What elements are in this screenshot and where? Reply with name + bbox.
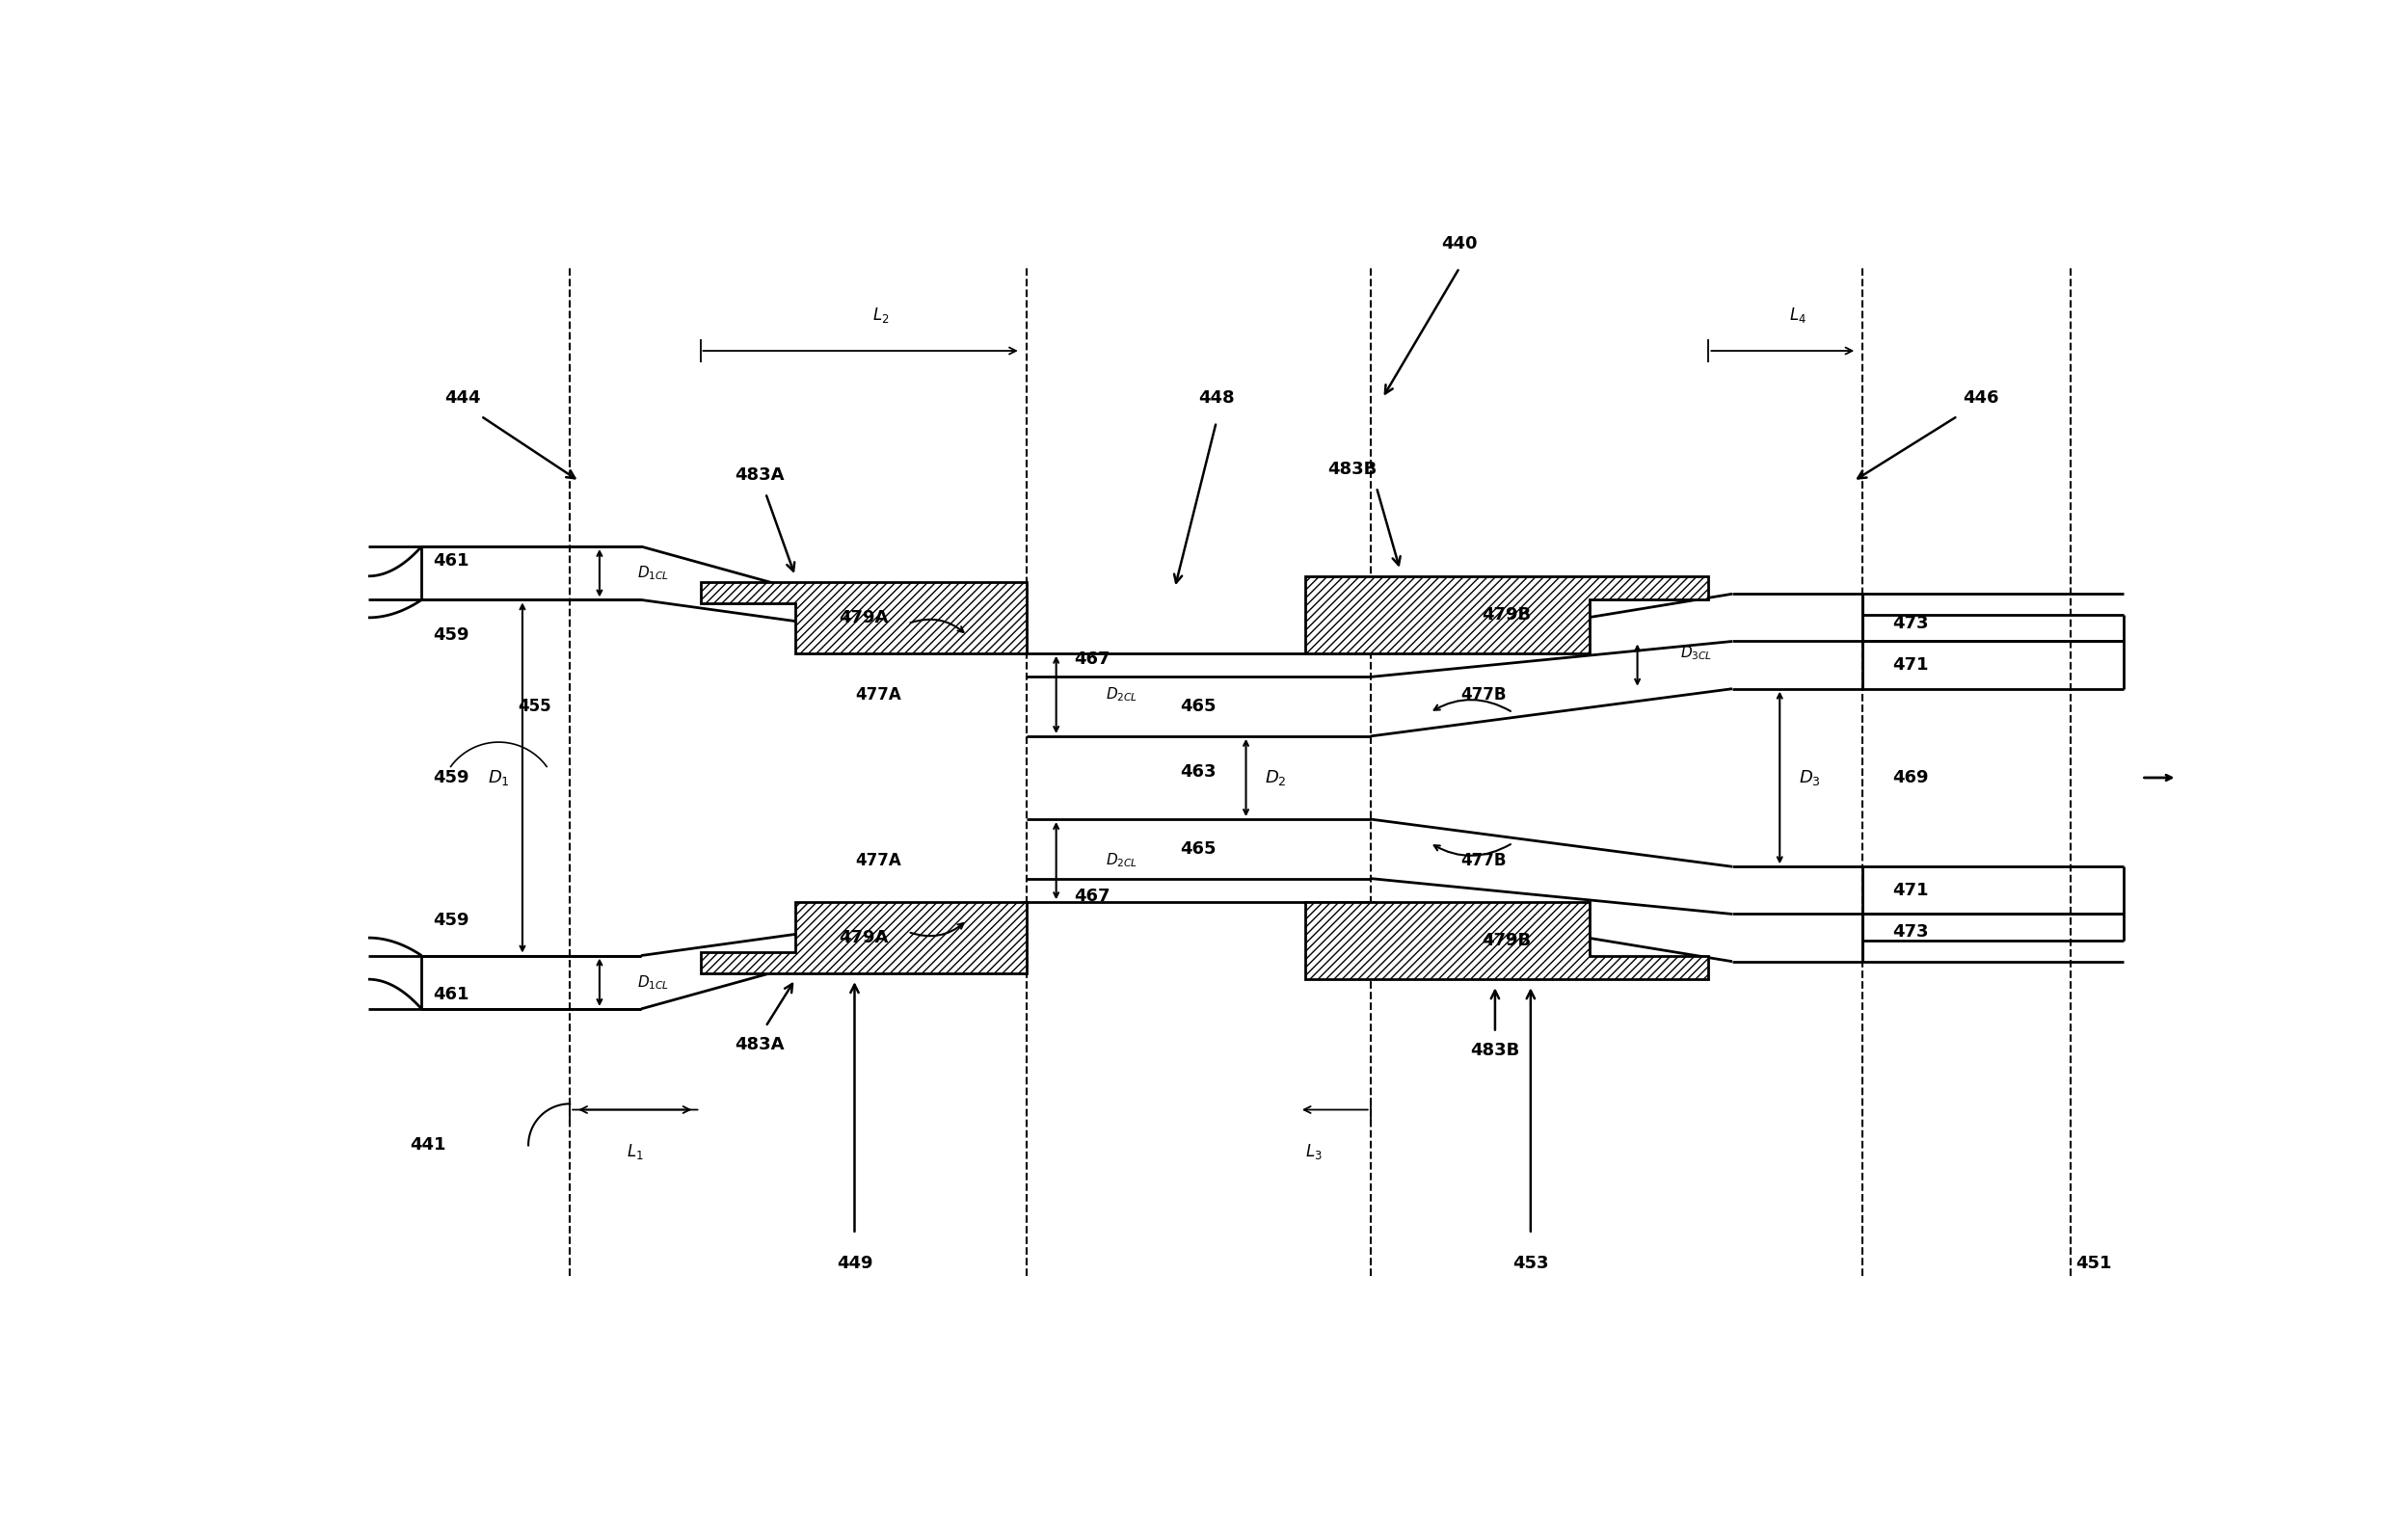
Text: 448: 448 <box>1199 390 1235 407</box>
Text: $L_4$: $L_4$ <box>1789 305 1806 325</box>
Text: 451: 451 <box>2076 1255 2112 1272</box>
Text: 453: 453 <box>1512 1255 1548 1272</box>
Text: 479A: 479A <box>838 608 889 627</box>
Text: 446: 446 <box>1963 390 1999 407</box>
Text: 479B: 479B <box>1483 932 1531 950</box>
Text: 473: 473 <box>1893 614 1929 633</box>
Text: $L_1$: $L_1$ <box>626 1141 643 1161</box>
Text: 483B: 483B <box>1327 460 1377 477</box>
Text: 483B: 483B <box>1471 1041 1519 1060</box>
Text: 463: 463 <box>1180 764 1216 781</box>
Polygon shape <box>701 902 1026 973</box>
Text: $L_3$: $L_3$ <box>1305 1141 1322 1161</box>
Text: 477A: 477A <box>855 685 901 704</box>
Text: $D_{1CL}$: $D_{1CL}$ <box>636 564 669 582</box>
Text: 449: 449 <box>836 1255 872 1272</box>
Text: 471: 471 <box>1893 882 1929 899</box>
Text: 477A: 477A <box>855 852 901 870</box>
Text: 461: 461 <box>433 986 470 1003</box>
Text: 455: 455 <box>518 698 551 715</box>
Polygon shape <box>1305 576 1710 653</box>
Polygon shape <box>1305 902 1710 979</box>
Text: 469: 469 <box>1893 768 1929 787</box>
Text: $D_2$: $D_2$ <box>1264 768 1286 787</box>
Text: $D_3$: $D_3$ <box>1799 768 1820 787</box>
Text: 483A: 483A <box>734 467 785 484</box>
Text: 459: 459 <box>433 768 470 787</box>
Text: 471: 471 <box>1893 656 1929 673</box>
Text: 479A: 479A <box>838 929 889 947</box>
Text: $D_{2CL}$: $D_{2CL}$ <box>1105 852 1137 870</box>
Text: 467: 467 <box>1074 650 1110 668</box>
Text: 440: 440 <box>1442 236 1479 253</box>
Text: 459: 459 <box>433 627 470 644</box>
Text: $D_{1CL}$: $D_{1CL}$ <box>636 973 669 992</box>
Text: $D_1$: $D_1$ <box>489 768 510 787</box>
Text: 479B: 479B <box>1483 605 1531 624</box>
Text: 465: 465 <box>1180 698 1216 715</box>
Text: $D_{3CL}$: $D_{3CL}$ <box>1681 644 1712 662</box>
Text: 473: 473 <box>1893 922 1929 941</box>
Text: $L_2$: $L_2$ <box>872 305 889 325</box>
Text: 477B: 477B <box>1459 852 1505 870</box>
Text: $D_{2CL}$: $D_{2CL}$ <box>1105 685 1137 704</box>
Text: 477B: 477B <box>1459 685 1505 704</box>
Text: 465: 465 <box>1180 841 1216 858</box>
Text: 483A: 483A <box>734 1036 785 1053</box>
Text: 461: 461 <box>433 553 470 570</box>
Text: 467: 467 <box>1074 887 1110 906</box>
Text: 441: 441 <box>409 1137 445 1153</box>
Polygon shape <box>701 582 1026 653</box>
Text: 444: 444 <box>445 390 482 407</box>
Text: 459: 459 <box>433 912 470 929</box>
